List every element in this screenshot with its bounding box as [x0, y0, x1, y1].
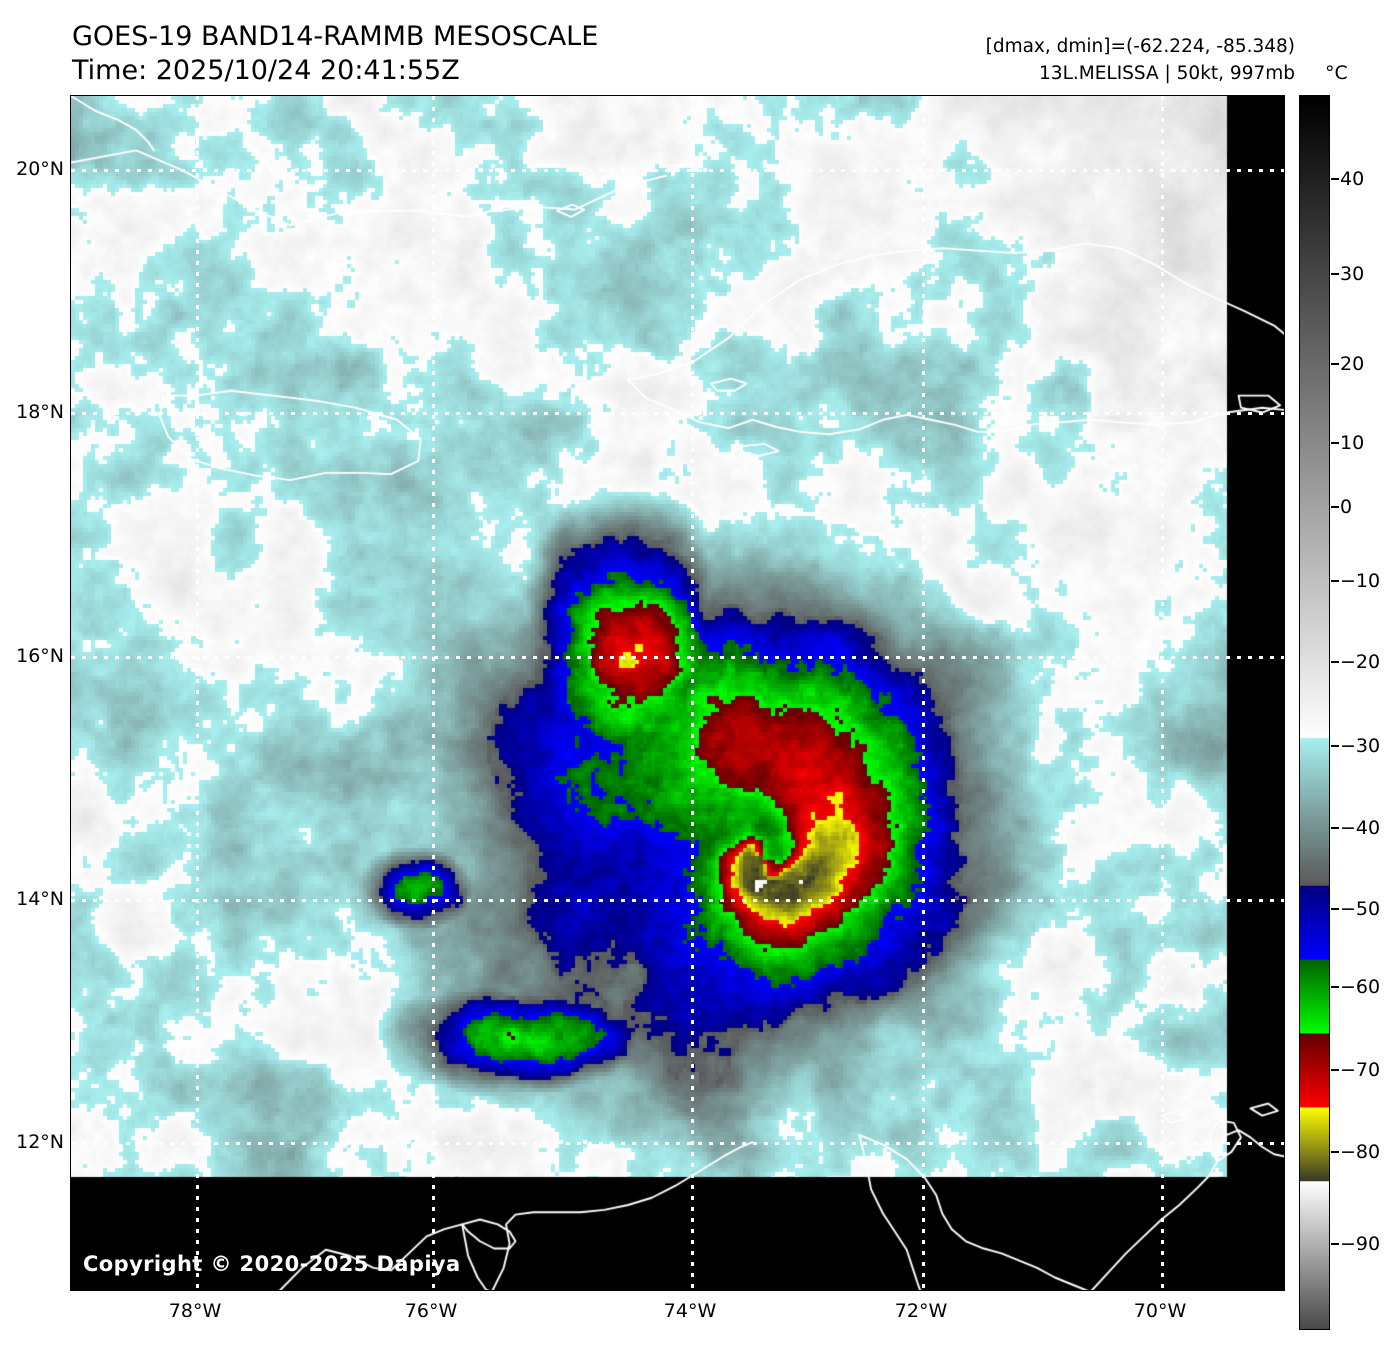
satellite-image-plot[interactable]: Copyright © 2020-2025 Dapiya: [70, 95, 1285, 1291]
lon-tick-label-0: 78°W: [168, 1300, 222, 1322]
lat-tick-label-2: 16°N: [16, 645, 64, 667]
colorbar-tickmark-7: [1331, 745, 1339, 747]
colorbar-units-label: °C: [1325, 62, 1348, 84]
lon-tick-label-1: 76°W: [404, 1300, 458, 1322]
title-line-2: Time: 2025/10/24 20:41:55Z: [72, 55, 460, 86]
lat-tick-label-1: 18°N: [16, 401, 64, 423]
title-line-1: GOES-19 BAND14-RAMMB MESOSCALE: [72, 21, 599, 52]
lon-tick-label-4: 70°W: [1133, 1300, 1187, 1322]
colorbar-tickmark-5: [1331, 580, 1339, 582]
colorbar-tick-1: 30: [1340, 263, 1365, 285]
colorbar-tickmark-13: [1331, 1243, 1339, 1245]
storm-info-text: 13L.MELISSA | 50kt, 997mb: [1039, 63, 1295, 84]
colorbar-tickmark-1: [1331, 273, 1339, 275]
colorbar-tick-12: −80: [1340, 1141, 1381, 1163]
lon-tick-label-3: 72°W: [894, 1300, 948, 1322]
colorbar-tickmark-6: [1331, 661, 1339, 663]
colorbar-tick-13: −90: [1340, 1233, 1381, 1255]
colorbar-tick-7: −30: [1340, 735, 1381, 757]
colorbar-tickmark-2: [1331, 363, 1339, 365]
colorbar-tickmark-12: [1331, 1151, 1339, 1153]
lat-tick-label-0: 20°N: [16, 158, 64, 180]
temperature-colorbar[interactable]: [1299, 95, 1330, 1330]
colorbar-tick-11: −70: [1340, 1059, 1381, 1081]
metadata-block: [dmax, dmin]=(-62.224, -85.348) 13L.MELI…: [986, 33, 1295, 87]
dmax-dmin-text: [dmax, dmin]=(-62.224, -85.348): [985, 36, 1295, 57]
colorbar-tickmark-3: [1331, 442, 1339, 444]
colorbar-tick-0: 40: [1340, 168, 1365, 190]
colorbar-tickmark-0: [1331, 178, 1339, 180]
colorbar-tick-3: 10: [1340, 432, 1365, 454]
colorbar-tick-8: −40: [1340, 817, 1381, 839]
colorbar-tick-5: −10: [1340, 570, 1381, 592]
copyright-notice: Copyright © 2020-2025 Dapiya: [83, 1252, 461, 1276]
colorbar-tick-2: 20: [1340, 353, 1365, 375]
colorbar-tickmark-4: [1331, 506, 1339, 508]
colorbar-tick-10: −60: [1340, 976, 1381, 998]
lat-tick-label-4: 12°N: [16, 1131, 64, 1153]
lon-tick-label-2: 74°W: [663, 1300, 717, 1322]
colorbar-tickmark-9: [1331, 908, 1339, 910]
colorbar-tick-6: −20: [1340, 651, 1381, 673]
colorbar-tickmark-8: [1331, 827, 1339, 829]
colorbar-gradient: [1300, 96, 1329, 1329]
colorbar-tick-9: −50: [1340, 898, 1381, 920]
satellite-imagery-canvas: [71, 96, 1284, 1290]
colorbar-tickmark-11: [1331, 1069, 1339, 1071]
page-title: GOES-19 BAND14-RAMMB MESOSCALE Time: 202…: [72, 20, 598, 88]
lat-tick-label-3: 14°N: [16, 888, 64, 910]
colorbar-tickmark-10: [1331, 986, 1339, 988]
colorbar-tick-4: 0: [1340, 496, 1353, 518]
